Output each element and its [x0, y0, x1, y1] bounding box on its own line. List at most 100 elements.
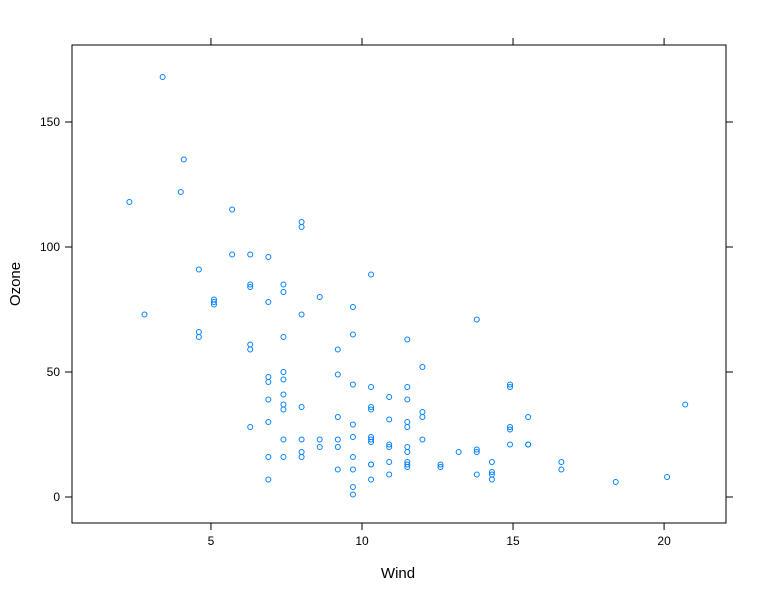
- point: [349, 434, 356, 440]
- point: [558, 459, 565, 465]
- point: [280, 391, 287, 398]
- point: [195, 329, 202, 335]
- point: [404, 396, 411, 403]
- point: [386, 471, 393, 478]
- point: [280, 289, 287, 295]
- point: [280, 369, 287, 375]
- point: [280, 436, 287, 443]
- point: [368, 436, 375, 443]
- point: [507, 441, 514, 448]
- point: [247, 251, 254, 258]
- point: [525, 441, 532, 448]
- point: [280, 401, 287, 408]
- point: [386, 416, 393, 423]
- y-tick-label: 150: [40, 115, 60, 129]
- point: [507, 426, 514, 433]
- point: [316, 436, 323, 443]
- point: [265, 419, 272, 425]
- point: [141, 311, 148, 318]
- point: [349, 381, 356, 388]
- point: [368, 461, 375, 468]
- point: [473, 316, 480, 323]
- point: [298, 311, 305, 318]
- point: [349, 484, 356, 490]
- point: [280, 334, 287, 340]
- point: [316, 444, 323, 450]
- x-axis-label: Wind: [381, 565, 415, 582]
- point: [386, 459, 393, 465]
- point: [368, 476, 375, 483]
- point: [437, 461, 444, 468]
- point: [488, 471, 495, 478]
- point: [247, 281, 254, 288]
- point: [210, 296, 217, 303]
- point: [525, 414, 532, 420]
- point: [558, 466, 565, 473]
- x-tick-label: 15: [506, 534, 520, 548]
- point: [419, 409, 426, 415]
- point: [404, 384, 411, 390]
- point: [473, 446, 480, 453]
- point: [265, 454, 272, 460]
- point: [404, 461, 411, 468]
- point: [298, 404, 305, 410]
- point: [180, 156, 187, 163]
- point: [507, 424, 514, 430]
- point: [334, 346, 341, 353]
- point: [386, 394, 393, 400]
- point: [473, 471, 480, 478]
- point: [368, 271, 375, 278]
- point: [419, 436, 426, 443]
- point: [210, 299, 217, 305]
- point: [195, 334, 202, 340]
- point: [488, 459, 495, 465]
- point: [229, 251, 236, 258]
- point: [280, 406, 287, 413]
- point: [126, 199, 133, 205]
- point: [247, 341, 254, 348]
- point: [404, 419, 411, 425]
- point: [349, 466, 356, 473]
- point: [265, 254, 272, 260]
- point: [265, 476, 272, 483]
- point: [386, 441, 393, 448]
- point: [488, 476, 495, 483]
- point: [298, 436, 305, 443]
- plot-frame: [71, 44, 727, 524]
- point: [368, 434, 375, 440]
- point: [265, 374, 272, 380]
- point: [280, 281, 287, 288]
- point: [349, 304, 356, 310]
- point: [419, 414, 426, 420]
- point: [612, 479, 619, 485]
- point: [265, 299, 272, 305]
- point: [280, 376, 287, 383]
- point: [265, 396, 272, 403]
- point: [195, 266, 202, 273]
- point: [507, 381, 514, 388]
- point: [298, 454, 305, 460]
- point: [334, 466, 341, 473]
- point: [664, 474, 671, 480]
- point: [386, 444, 393, 450]
- y-tick-label: 50: [47, 365, 61, 379]
- point: [316, 294, 323, 300]
- point: [247, 284, 254, 290]
- point: [404, 444, 411, 450]
- x-tick-label: 5: [208, 534, 215, 548]
- point: [247, 346, 254, 353]
- point: [177, 189, 184, 195]
- point: [368, 404, 375, 410]
- point: [455, 449, 462, 455]
- point: [368, 384, 375, 390]
- point: [404, 336, 411, 343]
- point: [298, 219, 305, 225]
- point: [368, 406, 375, 413]
- point: [419, 364, 426, 370]
- point: [280, 454, 287, 460]
- x-tick-label: 20: [657, 534, 671, 548]
- point: [334, 444, 341, 450]
- point: [265, 379, 272, 385]
- y-tick-label: 100: [40, 240, 60, 254]
